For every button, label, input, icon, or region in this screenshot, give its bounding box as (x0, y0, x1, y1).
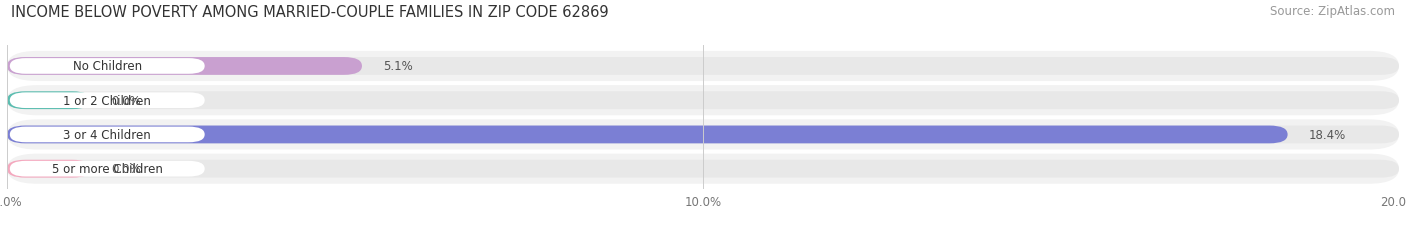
Text: 18.4%: 18.4% (1309, 128, 1346, 141)
FancyBboxPatch shape (7, 52, 1399, 82)
FancyBboxPatch shape (10, 93, 205, 109)
FancyBboxPatch shape (10, 161, 205, 177)
Text: 3 or 4 Children: 3 or 4 Children (63, 128, 150, 141)
FancyBboxPatch shape (7, 92, 90, 110)
Text: 5 or more Children: 5 or more Children (52, 162, 163, 175)
FancyBboxPatch shape (7, 126, 1288, 144)
FancyBboxPatch shape (7, 92, 1399, 110)
FancyBboxPatch shape (7, 58, 361, 76)
FancyBboxPatch shape (7, 154, 1399, 184)
FancyBboxPatch shape (10, 127, 205, 143)
Text: 0.0%: 0.0% (111, 162, 141, 175)
Text: INCOME BELOW POVERTY AMONG MARRIED-COUPLE FAMILIES IN ZIP CODE 62869: INCOME BELOW POVERTY AMONG MARRIED-COUPL… (11, 5, 609, 20)
FancyBboxPatch shape (7, 160, 90, 178)
Text: Source: ZipAtlas.com: Source: ZipAtlas.com (1270, 5, 1395, 18)
Text: 5.1%: 5.1% (382, 60, 412, 73)
FancyBboxPatch shape (10, 59, 205, 74)
FancyBboxPatch shape (7, 120, 1399, 150)
FancyBboxPatch shape (7, 160, 1399, 178)
Text: 1 or 2 Children: 1 or 2 Children (63, 94, 152, 107)
Text: No Children: No Children (73, 60, 142, 73)
Text: 0.0%: 0.0% (111, 94, 141, 107)
FancyBboxPatch shape (7, 58, 1399, 76)
FancyBboxPatch shape (7, 126, 1399, 144)
FancyBboxPatch shape (7, 86, 1399, 116)
